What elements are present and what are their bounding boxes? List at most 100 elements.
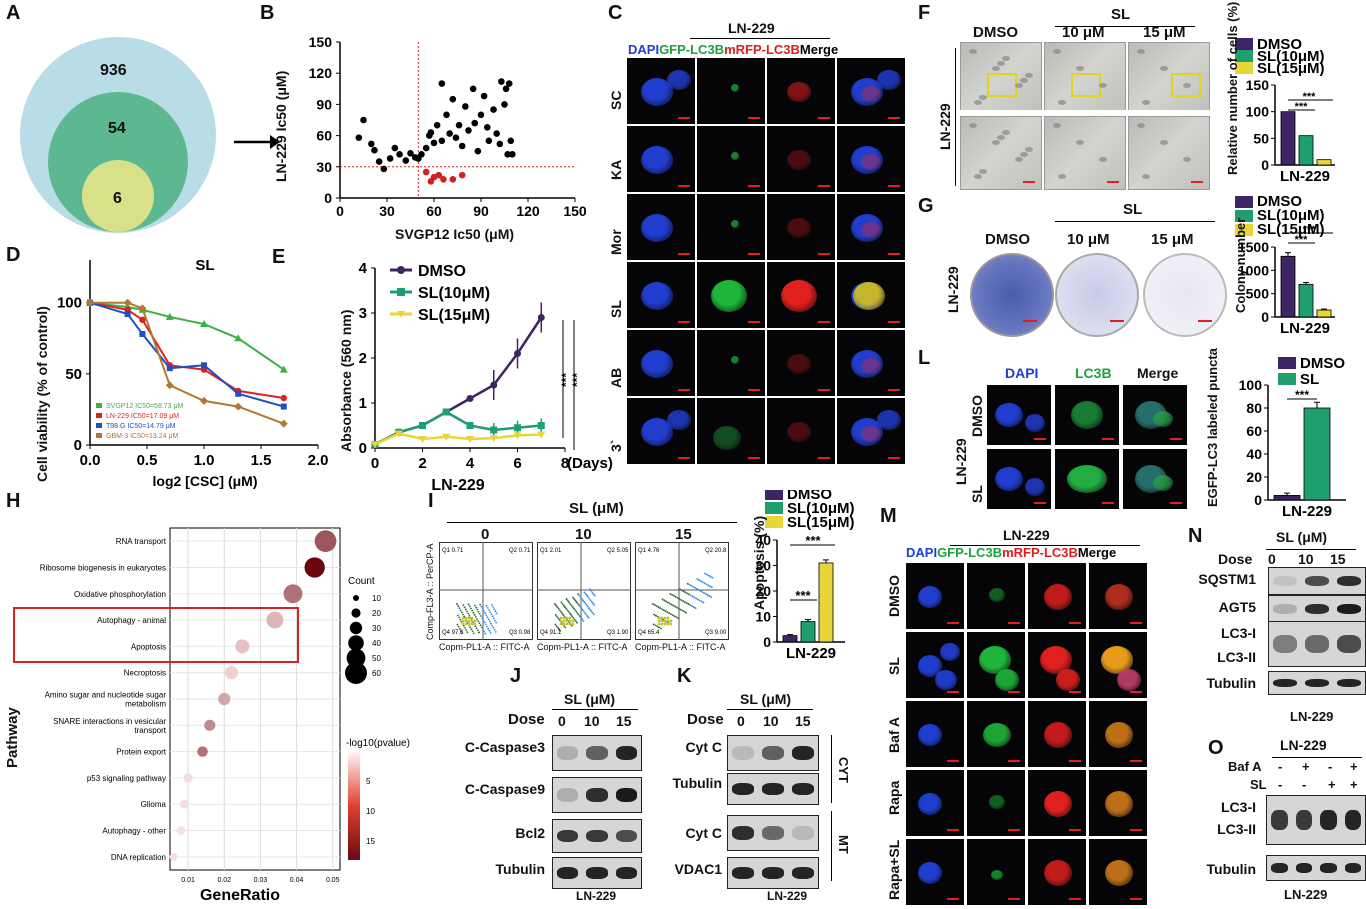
g-sl-line: [1055, 221, 1215, 222]
event-dot: [488, 609, 490, 611]
event-dot-dense: [660, 619, 664, 623]
event-dot: [486, 607, 489, 609]
cell-nucleus: [989, 588, 1005, 602]
event-dot: [572, 596, 574, 599]
band: [1271, 863, 1288, 873]
bar: [818, 562, 834, 643]
event-dot: [470, 607, 472, 610]
legend-label: SVGP12 IC50=58.73 μM: [106, 403, 184, 410]
c-cell-line: LN-229: [728, 20, 775, 36]
blot-strip: [1268, 567, 1366, 595]
event-dot: [462, 613, 464, 616]
i-flow-xaxis: Copm-PL1-A :: FITC-A: [635, 642, 726, 652]
cell-nucleus: [1105, 584, 1133, 610]
panel-j: J SL (μM) Dose 0 10 15 C-Caspase3 C-Casp…: [430, 665, 645, 904]
panel-h: H 0.01 0.02 0.03 0.04 0.05 GeneRatio RNA trans…: [0, 490, 440, 904]
panel-label: G: [918, 195, 934, 217]
event-dot: [580, 607, 583, 610]
event-dot-dense: [568, 622, 572, 626]
micrograph: [767, 126, 835, 192]
event-dot-dense: [559, 616, 563, 620]
event-dot: [703, 592, 705, 594]
significance: ***: [1295, 234, 1309, 246]
blot-strip: [1268, 621, 1366, 667]
event-dot: [692, 585, 695, 588]
event-dot: [656, 625, 659, 628]
i-flow-xaxis: Copm-PL1-A :: FITC-A: [439, 642, 530, 652]
cell-nucleus: [711, 280, 747, 312]
legend-label: SL(15μM): [1257, 221, 1325, 238]
event-dot: [570, 624, 573, 627]
pathway-label: transport: [134, 726, 166, 735]
x-axis-label: LN-229: [786, 645, 836, 662]
x-tick-label: 150: [563, 203, 587, 219]
event-dot: [488, 629, 491, 632]
legend-swatch: [96, 413, 102, 418]
data-point: [204, 719, 216, 731]
color-legend-title: -log10(pvalue): [346, 738, 410, 749]
event-dot: [482, 628, 484, 631]
event-dot: [480, 615, 482, 617]
scale-bar: [818, 389, 830, 391]
data-point: [200, 396, 208, 405]
panel-i: I SL (μM) 0 10 15 Comp-FL3-A :: PerCP-A …: [425, 490, 875, 665]
brightfield-image: [1044, 42, 1126, 112]
o-bafa-sign: +: [1302, 759, 1310, 774]
micrograph: [837, 262, 905, 328]
event-dot: [494, 619, 496, 622]
cell-nucleus: [861, 154, 881, 170]
event-dot: [691, 595, 694, 598]
cell-shape: [997, 61, 1005, 66]
event-dot: [471, 630, 474, 633]
legend-label: SL(15μM): [1257, 60, 1325, 77]
event-dot: [489, 631, 492, 634]
f-sl-label: SL: [1111, 6, 1131, 23]
event-dot: [490, 613, 493, 616]
event-dot: [657, 606, 660, 608]
scale-bar: [1034, 502, 1046, 504]
scale-bar: [1069, 622, 1081, 624]
data-point-black: [498, 78, 505, 85]
event-dot: [696, 578, 699, 581]
micrograph: [837, 126, 905, 192]
cell-nucleus: [935, 670, 957, 690]
cell-shape: [1020, 152, 1028, 157]
l-channel-dapi: DAPI: [1005, 365, 1039, 381]
event-dot: [484, 632, 487, 635]
event-dot: [476, 618, 478, 620]
l-row-sl: SL: [969, 485, 985, 503]
blot-strip: [552, 777, 642, 813]
data-point: [124, 311, 131, 318]
micrograph: [1089, 701, 1147, 767]
event-dot: [683, 601, 686, 603]
x-tick-label: 0.04: [290, 877, 304, 884]
event-dot: [694, 607, 697, 610]
data-point-black: [501, 101, 508, 108]
data-point: [280, 403, 287, 410]
d-ylabel: Cell viability (% of control): [34, 306, 50, 482]
f-ylabel: Relative number of cells (%): [1225, 1, 1240, 175]
event-dot: [482, 619, 485, 622]
band: [615, 867, 637, 879]
band: [1337, 678, 1361, 688]
event-dot: [591, 591, 594, 594]
event-dot: [567, 610, 570, 613]
micrograph: [837, 330, 905, 396]
event-dot: [456, 623, 459, 626]
event-dot: [492, 617, 495, 620]
scatter-chart-b: 0 30 60 90 120 150 0 30 60 90 120 150: [309, 34, 587, 219]
event-dot: [573, 618, 576, 621]
x-tick-label: 0.0: [80, 452, 101, 469]
data-point: [138, 304, 147, 313]
scale-bar: [1130, 898, 1142, 900]
j-dose-label: Dose: [508, 711, 545, 728]
size-legend-label: 50: [372, 654, 381, 663]
event-dot: [590, 610, 593, 613]
o-sl-label: SL: [1250, 777, 1267, 792]
n-row-label: LC3-I: [1221, 625, 1256, 641]
event-dot: [578, 604, 580, 607]
scale-bar: [947, 622, 959, 624]
event-dot: [490, 604, 493, 606]
event-dot: [699, 589, 702, 592]
